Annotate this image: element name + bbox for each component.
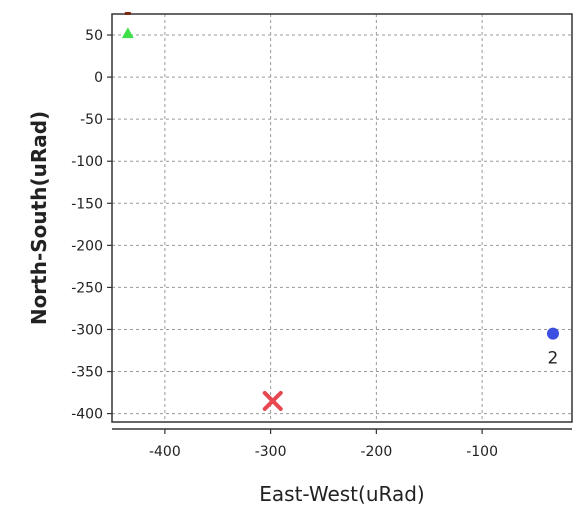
data-point-square — [124, 12, 131, 15]
plot-area — [111, 13, 573, 423]
data-point-triangle — [121, 27, 134, 39]
x-tick-label: -100 — [466, 444, 498, 460]
x-tick-label: -300 — [255, 444, 287, 460]
y-tick-label: 50 — [85, 28, 103, 44]
y-axis-ticks: 50 0 -50 -100 -150 -200 -250 -300 -350 -400 — [71, 28, 112, 423]
y-tick-label: -50 — [80, 112, 103, 128]
grid — [112, 14, 572, 422]
y-tick-label: -150 — [71, 196, 103, 212]
y-tick-label: -350 — [71, 365, 103, 381]
data-point-x — [262, 390, 283, 411]
x-marker-stroke — [262, 390, 283, 411]
data-point-circle — [546, 327, 559, 340]
x-tick-label: -400 — [149, 444, 181, 460]
data-points: 2 — [121, 12, 559, 411]
y-axis-title: North-South(uRad) — [27, 111, 51, 325]
y-tick-label: 0 — [94, 70, 103, 86]
x-axis-ticks: -400 -300 -200 -100 — [149, 429, 498, 460]
data-point-label: 2 — [548, 349, 559, 369]
x-axis-title: East-West(uRad) — [259, 482, 424, 506]
y-tick-label: -300 — [71, 322, 103, 338]
x-tick-label: -200 — [360, 444, 392, 460]
y-tick-label: -250 — [71, 280, 103, 296]
y-tick-label: -200 — [71, 238, 103, 254]
y-tick-label: -400 — [71, 407, 103, 423]
y-tick-label: -100 — [71, 154, 103, 170]
